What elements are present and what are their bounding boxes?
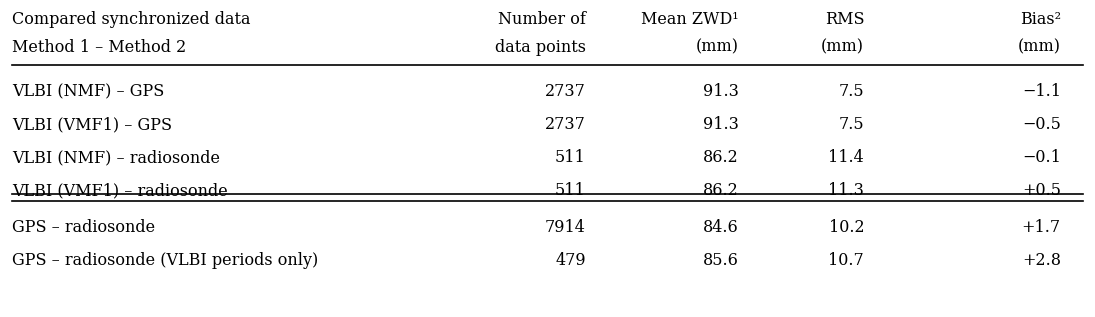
Text: 7.5: 7.5: [839, 116, 864, 133]
Text: 11.4: 11.4: [829, 149, 864, 166]
Text: +0.5: +0.5: [1022, 182, 1061, 199]
Text: 7.5: 7.5: [839, 83, 864, 100]
Text: GPS – radiosonde (VLBI periods only): GPS – radiosonde (VLBI periods only): [12, 252, 319, 269]
Text: 85.6: 85.6: [703, 252, 739, 269]
Text: 91.3: 91.3: [703, 83, 739, 100]
Text: −1.1: −1.1: [1022, 83, 1061, 100]
Text: +2.8: +2.8: [1022, 252, 1061, 269]
Text: 11.3: 11.3: [829, 182, 864, 199]
Text: 511: 511: [555, 182, 586, 199]
Text: 511: 511: [555, 149, 586, 166]
Text: data points: data points: [495, 39, 586, 56]
Text: Bias²: Bias²: [1019, 11, 1061, 28]
Text: 10.7: 10.7: [829, 252, 864, 269]
Text: (mm): (mm): [1018, 39, 1061, 56]
Text: (mm): (mm): [821, 39, 864, 56]
Text: Number of: Number of: [498, 11, 586, 28]
Text: 86.2: 86.2: [703, 149, 739, 166]
Text: 2737: 2737: [545, 83, 586, 100]
Text: (mm): (mm): [695, 39, 739, 56]
Text: VLBI (NMF) – radiosonde: VLBI (NMF) – radiosonde: [12, 149, 220, 166]
Text: 2737: 2737: [545, 116, 586, 133]
Text: Method 1 – Method 2: Method 1 – Method 2: [12, 39, 186, 56]
Text: RMS: RMS: [825, 11, 864, 28]
Text: Mean ZWD¹: Mean ZWD¹: [641, 11, 739, 28]
Text: 479: 479: [555, 252, 586, 269]
Text: VLBI (VMF1) – GPS: VLBI (VMF1) – GPS: [12, 116, 172, 133]
Text: 86.2: 86.2: [703, 182, 739, 199]
Text: GPS – radiosonde: GPS – radiosonde: [12, 219, 155, 236]
Text: −0.5: −0.5: [1022, 116, 1061, 133]
Text: 7914: 7914: [545, 219, 586, 236]
Text: +1.7: +1.7: [1022, 219, 1061, 236]
Text: −0.1: −0.1: [1022, 149, 1061, 166]
Text: 91.3: 91.3: [703, 116, 739, 133]
Text: 10.2: 10.2: [829, 219, 864, 236]
Text: 84.6: 84.6: [703, 219, 739, 236]
Text: VLBI (VMF1) – radiosonde: VLBI (VMF1) – radiosonde: [12, 182, 228, 199]
Text: Compared synchronized data: Compared synchronized data: [12, 11, 251, 28]
Text: VLBI (NMF) – GPS: VLBI (NMF) – GPS: [12, 83, 164, 100]
